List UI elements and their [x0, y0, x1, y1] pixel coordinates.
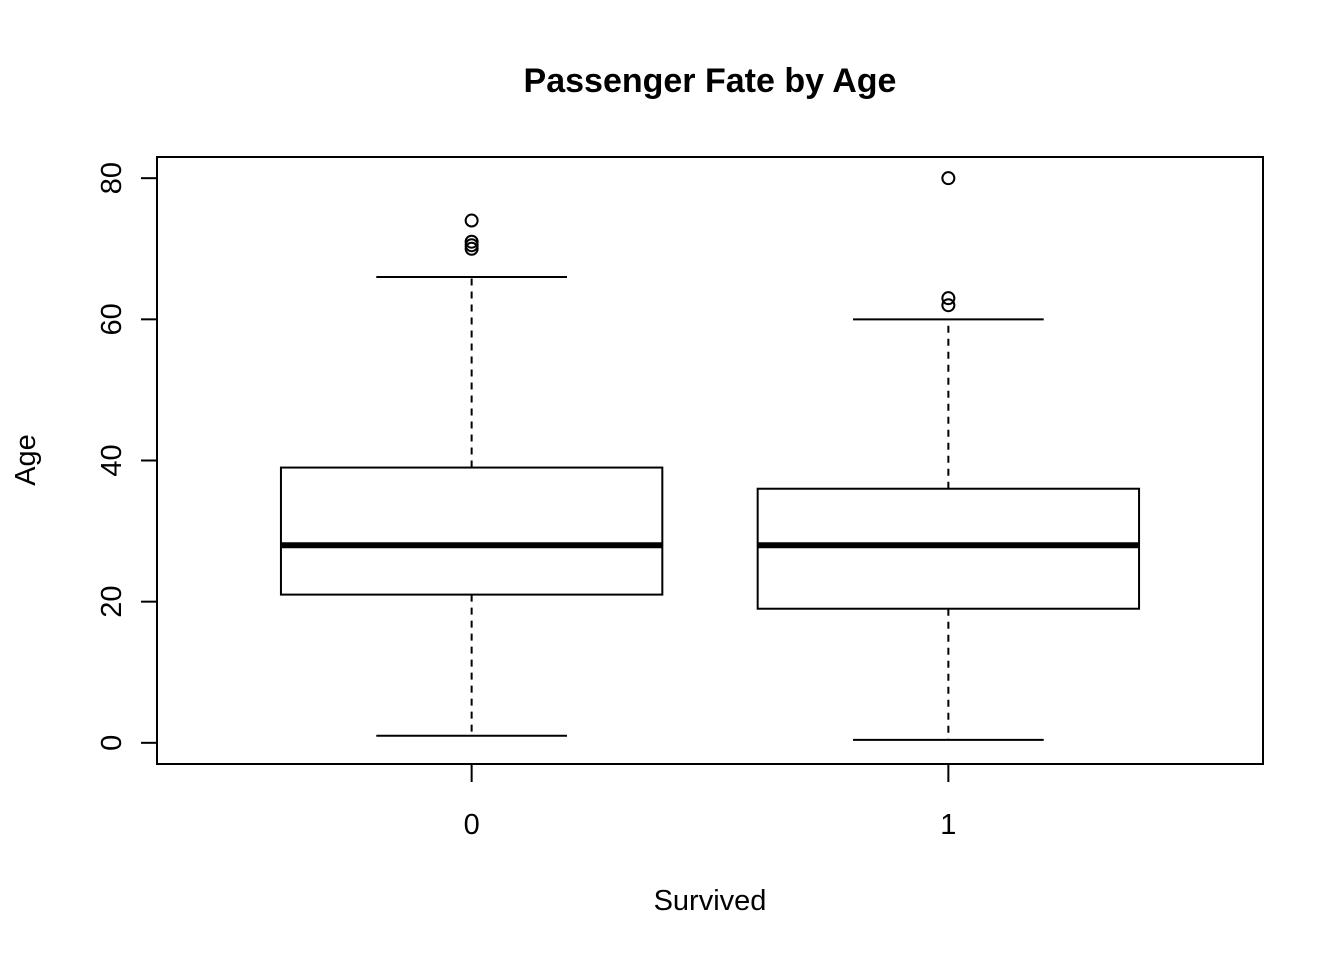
outlier-point	[464, 234, 479, 249]
y-tick-label: 0	[96, 735, 128, 751]
outlier-point	[464, 213, 479, 228]
x-tick-label: 0	[464, 809, 480, 841]
x-axis-label: Survived	[654, 885, 767, 917]
y-axis: 0 20 40 60 80	[96, 162, 158, 751]
y-tick-label: 20	[96, 586, 128, 618]
outlier-point	[941, 171, 956, 186]
iqr-box	[279, 466, 664, 596]
chart-title: Passenger Fate by Age	[524, 62, 897, 100]
y-tick-label: 80	[96, 162, 128, 194]
boxes	[279, 171, 1141, 741]
outlier-point	[941, 291, 956, 306]
plot-area-frame	[156, 156, 1264, 765]
box-group	[279, 213, 664, 737]
outlier-point	[941, 298, 956, 313]
y-tick-label: 60	[96, 303, 128, 335]
y-tick-label: 40	[96, 444, 128, 476]
box-group	[756, 171, 1141, 741]
x-tick-label: 1	[940, 809, 956, 841]
iqr-box	[756, 487, 1141, 610]
y-axis-label: Age	[10, 434, 42, 486]
